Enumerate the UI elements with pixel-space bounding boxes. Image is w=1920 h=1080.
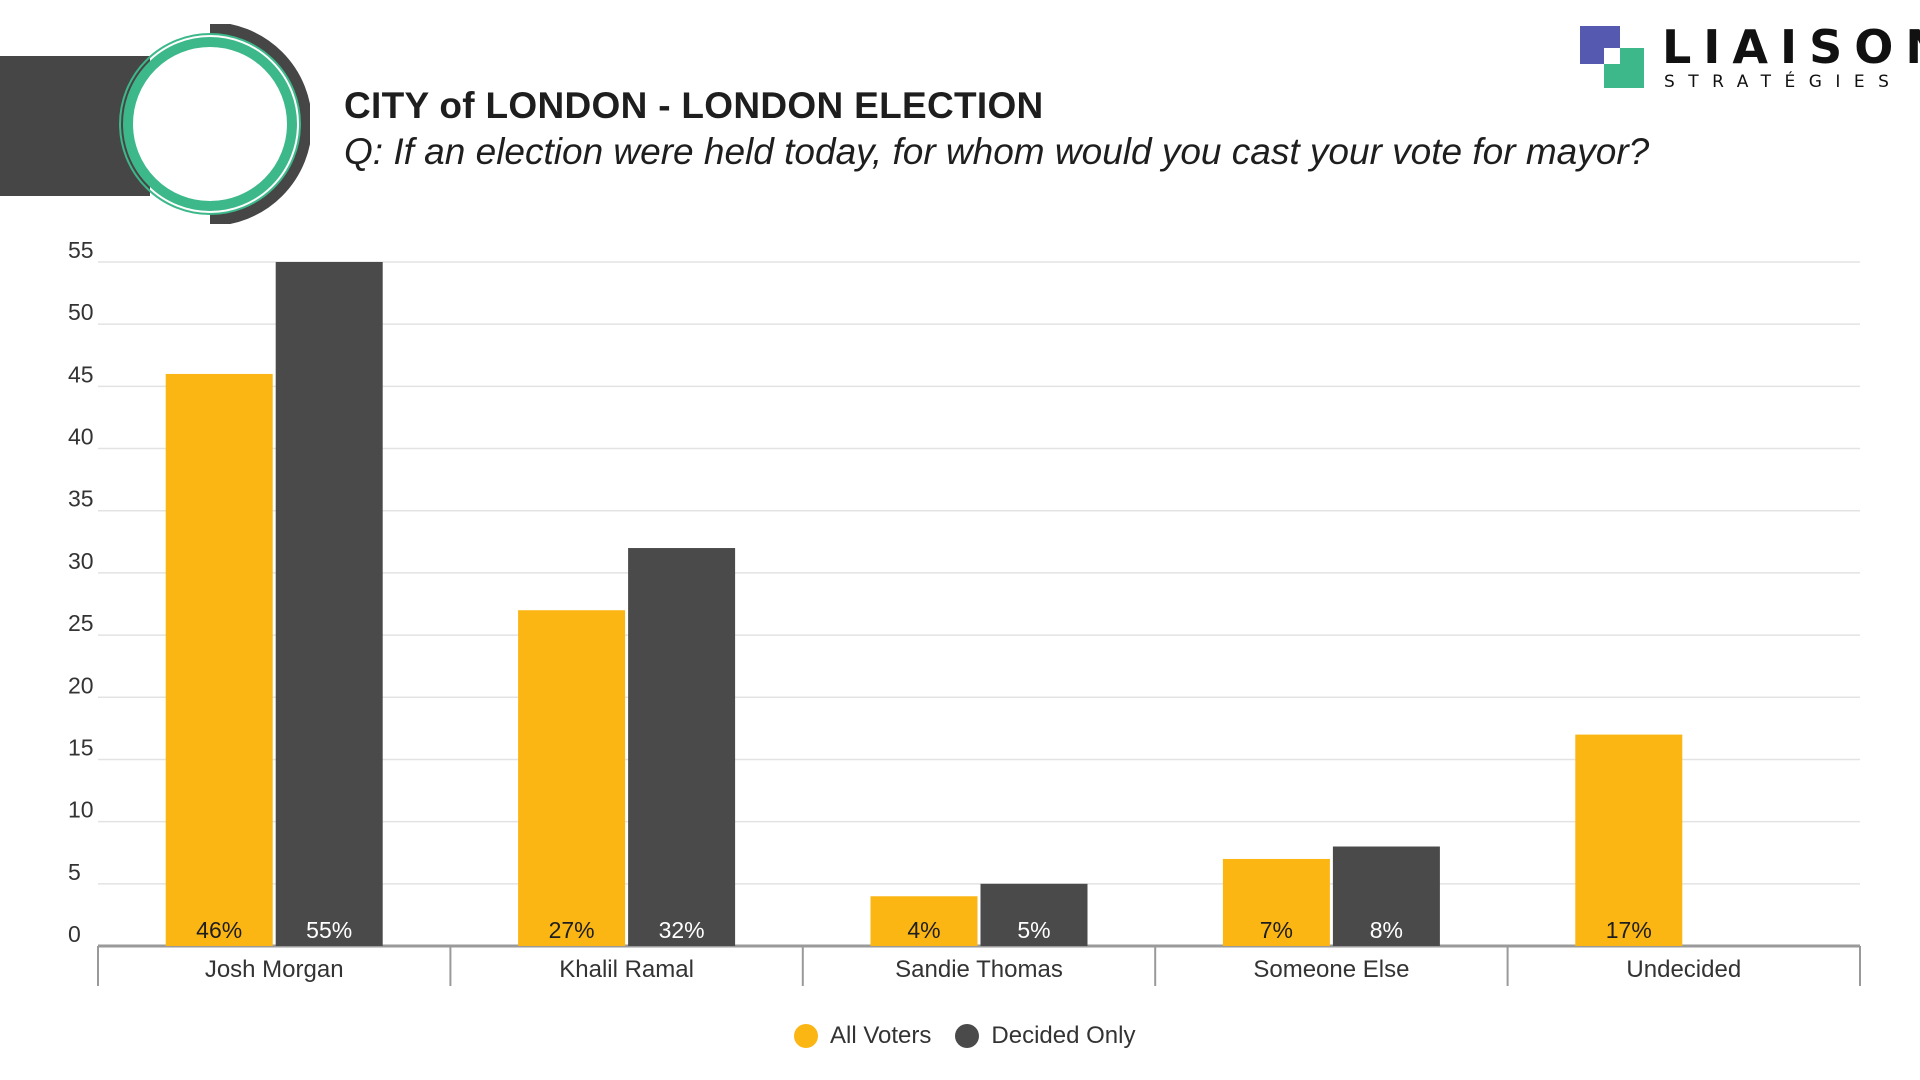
x-category-label: Sandie Thomas: [895, 956, 1063, 983]
bar-decided-only: [275, 262, 383, 946]
legend-item-decided-only: Decided Only: [955, 1022, 1135, 1050]
bar-all-voters: [518, 610, 626, 946]
x-category-label: Someone Else: [1253, 956, 1409, 983]
legend-label-decided-only: Decided Only: [991, 1022, 1136, 1049]
y-tick-label: 55: [68, 237, 94, 263]
legend-label-all-voters: All Voters: [830, 1022, 932, 1049]
bar-decided-only: [628, 548, 736, 946]
y-tick-label: 50: [68, 299, 94, 325]
logo-mark-icon: [1580, 26, 1644, 88]
bar-value-label: 8%: [1370, 917, 1403, 943]
y-tick-label: 40: [68, 424, 94, 450]
logo-tagline: STRATÉGIES: [1664, 72, 1903, 92]
logo-name: LIAISON: [1662, 20, 1920, 74]
bar-all-voters: [165, 373, 273, 947]
bar-value-label: 27%: [549, 917, 595, 943]
bar-value-label: 7%: [1260, 917, 1293, 943]
bar-value-label: 55%: [306, 917, 352, 943]
x-category-label: Josh Morgan: [205, 956, 344, 983]
bar-value-label: 4%: [907, 917, 940, 943]
y-tick-label: 0: [68, 921, 81, 947]
chart-title: CITY of LONDON - LONDON ELECTION: [344, 85, 1044, 126]
bar-value-label: 17%: [1606, 917, 1652, 943]
legend-item-all-voters: All Voters: [794, 1022, 931, 1050]
y-tick-label: 45: [68, 361, 94, 387]
bar-value-label: 32%: [659, 917, 705, 943]
y-tick-label: 20: [68, 672, 94, 698]
legend-swatch-decided-only: [955, 1024, 980, 1048]
y-tick-label: 35: [68, 486, 94, 512]
liaison-logo: LIAISON STRATÉGIES: [1580, 20, 1920, 94]
decorative-ring-icon: [119, 24, 310, 224]
x-category-label: Undecided: [1626, 956, 1741, 983]
y-tick-label: 10: [68, 797, 94, 823]
header: CITY of LONDON - LONDON ELECTION Q: If a…: [344, 84, 1649, 174]
x-category-label: Khalil Ramal: [559, 956, 694, 983]
bar-all-voters: [1222, 858, 1330, 946]
bar-all-voters: [870, 896, 978, 946]
bar-value-label: 46%: [196, 917, 242, 943]
y-tick-label: 5: [68, 859, 81, 885]
y-tick-label: 25: [68, 610, 94, 636]
y-tick-label: 30: [68, 548, 94, 574]
bar-value-label: 5%: [1017, 917, 1050, 943]
bar-decided-only: [1332, 846, 1440, 946]
y-tick-label: 15: [68, 734, 94, 760]
legend-swatch-all-voters: [794, 1024, 818, 1048]
bar-all-voters: [1575, 734, 1683, 946]
legend: All Voters Decided Only: [794, 1022, 1159, 1050]
chart-subtitle: Q: If an election were held today, for w…: [344, 131, 1650, 172]
bar-decided-only: [980, 883, 1088, 946]
